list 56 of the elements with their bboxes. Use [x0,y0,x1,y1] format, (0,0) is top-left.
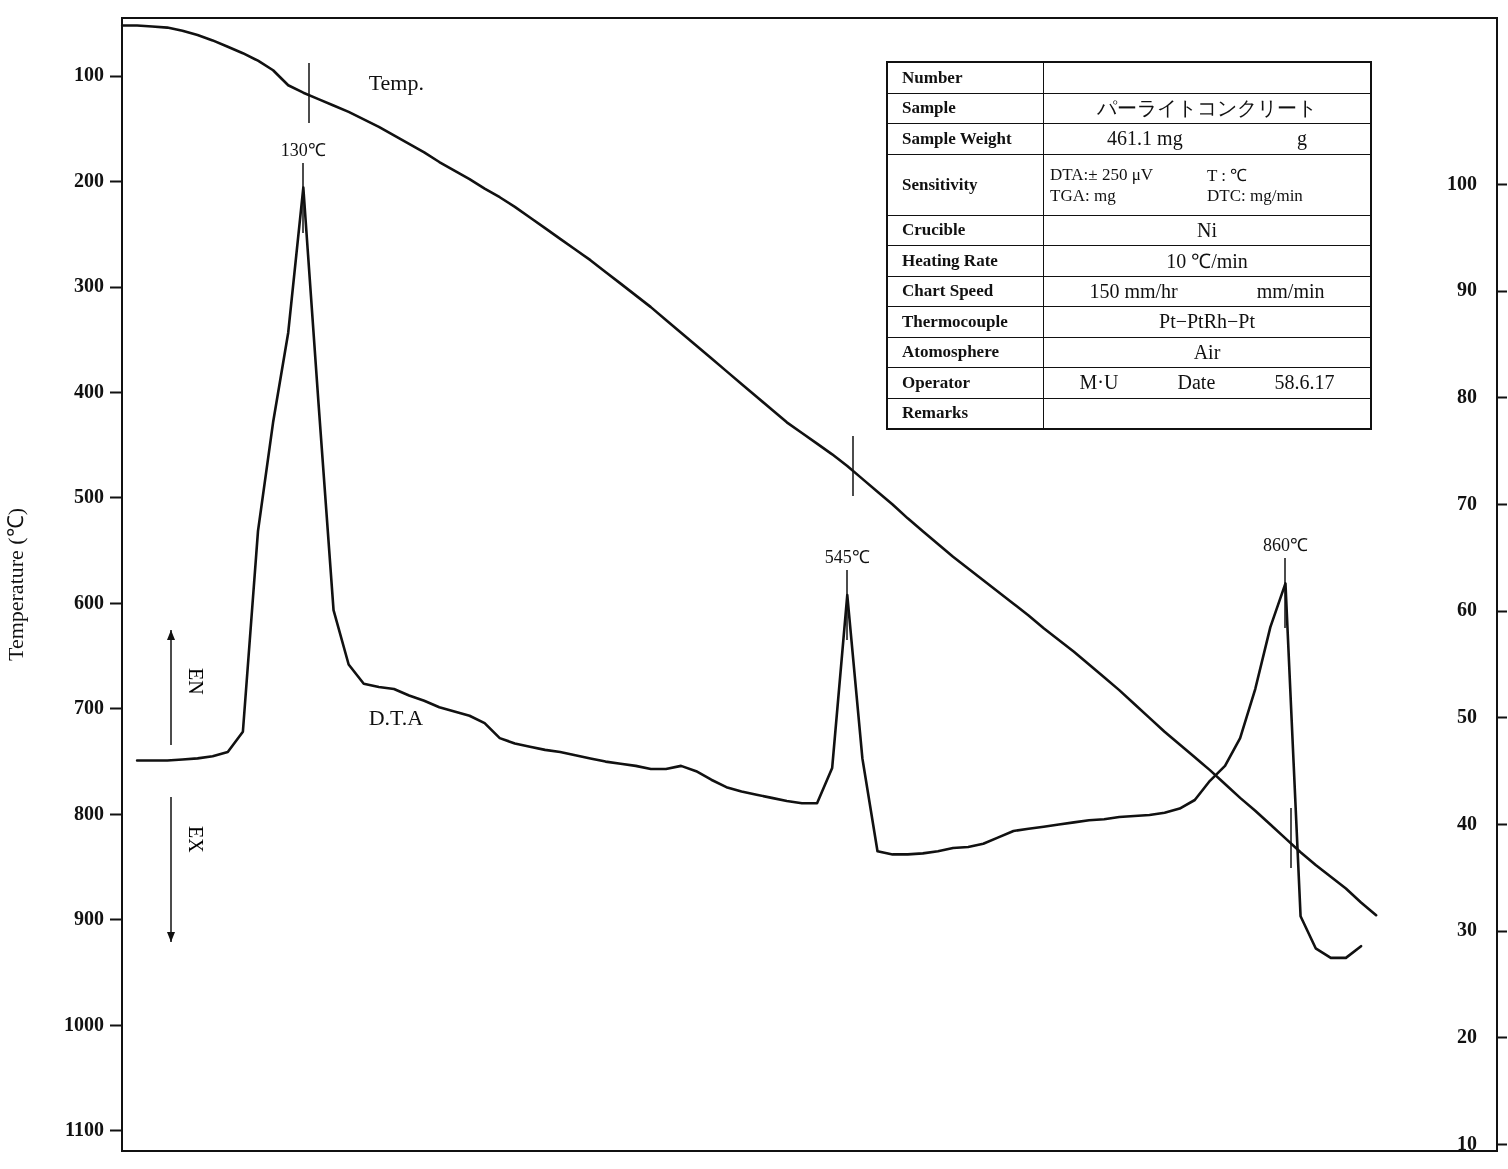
annotation: Ni [1197,218,1217,242]
y-tick-label: 1100 [65,1118,104,1141]
y2-tick-label: 50 [1457,705,1477,728]
y2-tick-label: 20 [1457,1025,1477,1048]
annotation: Chart Speed [888,276,1044,306]
y-tick-label: 500 [74,485,104,508]
annotation: EN [184,668,207,695]
annotation: M·U [1079,371,1119,395]
annotation: Remarks [888,398,1044,428]
annotation: 461.1 mg [1107,127,1183,151]
y2-tick-label: 70 [1457,491,1477,514]
y2-tick-label: 40 [1457,811,1477,834]
annotation: Date [1177,371,1216,395]
annotation: 150 mm/hr [1089,279,1178,303]
y2-tick-label: 30 [1457,918,1477,941]
annotation: Sensitivity [888,154,1044,215]
y2-tick-label: 80 [1457,384,1477,407]
y-tick-label: 1000 [64,1012,104,1035]
series-label: D.T.A [368,704,424,730]
annotation: 10 ℃/min [1166,249,1248,275]
annotation: 860℃ [1262,535,1308,556]
annotation: g [1296,127,1307,151]
y-tick-label: 800 [74,801,104,824]
y-axis-title: Temperature (℃) [2,508,28,661]
annotation: Heating Rate [888,246,1044,276]
annotation: パーライトコンクリート [1097,95,1317,121]
y-tick-label: 600 [74,590,104,613]
y-tick-label: 700 [74,696,104,719]
y2-tick-label: 100 [1447,171,1477,194]
y-tick-label: 200 [74,168,104,191]
annotation: Sample Weight [888,124,1044,154]
series-label: Temp. [368,69,424,95]
annotation: Crucible [888,215,1044,245]
annotation: DTA:± 250 μV [1050,164,1155,185]
annotation: TGA: mg [1050,186,1117,206]
annotation: mm/min [1256,279,1325,303]
annotation: Operator [888,368,1044,398]
y2-tick-label: 90 [1457,278,1477,301]
annotation: Thermocouple [888,307,1044,337]
y2-tick-label: 60 [1457,598,1477,621]
annotation: Atomosphere [888,337,1044,367]
y-tick-label: 900 [74,907,104,930]
annotation: 545℃ [824,547,870,568]
annotation: Sample [888,93,1044,123]
annotation: EX [184,826,207,853]
annotation: Number [888,63,1044,93]
annotation: DTC: mg/min [1207,186,1304,206]
y-tick-label: 300 [74,274,104,297]
annotation: 130℃ [280,139,326,160]
annotation: T : ℃ [1207,165,1249,186]
annotation: Air [1193,340,1221,364]
y-tick-label: 400 [74,379,104,402]
y-tick-label: 100 [74,63,104,86]
annotation: 58.6.17 [1274,371,1335,395]
annotation: Pt−PtRh−Pt [1159,310,1255,334]
y2-tick-label: 10 [1457,1131,1477,1154]
